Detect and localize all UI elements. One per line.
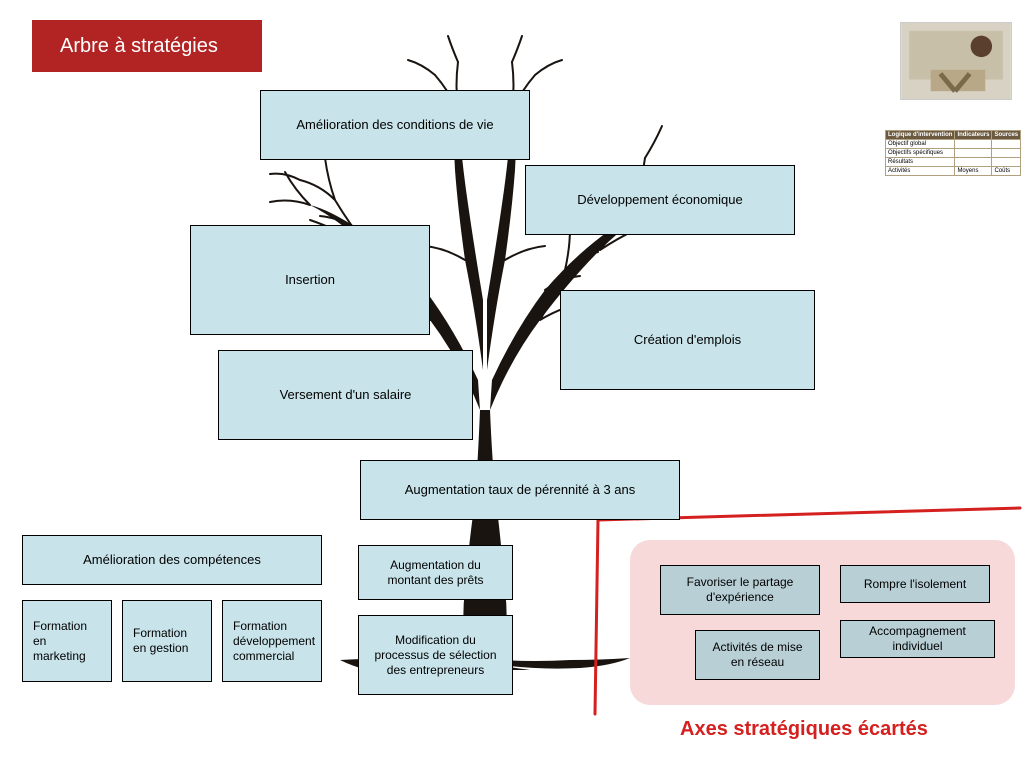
thumbnail-photo (900, 22, 1012, 100)
box-aug-montant: Augmentation du montant des prêts (358, 545, 513, 600)
box-modif-processus: Modification du processus de sélection d… (358, 615, 513, 695)
box-versement-salaire: Versement d'un salaire (218, 350, 473, 440)
box-label: Formation développement commercial (233, 619, 315, 664)
box-augmentation-taux: Augmentation taux de pérennité à 3 ans (360, 460, 680, 520)
box-label: Développement économique (577, 192, 743, 208)
box-favoriser-partage: Favoriser le partage d'expérience (660, 565, 820, 615)
box-creation-emplois: Création d'emplois (560, 290, 815, 390)
box-formation-gest: Formation en gestion (122, 600, 212, 682)
page-title: Arbre à stratégies (32, 20, 262, 72)
box-insertion: Insertion (190, 225, 430, 335)
box-accomp-indiv: Accompagnement individuel (840, 620, 995, 658)
box-label: Formation en marketing (33, 619, 101, 664)
box-label: Versement d'un salaire (280, 387, 412, 403)
box-label: Favoriser le partage d'expérience (671, 575, 809, 605)
box-activites-reseau: Activités de mise en réseau (695, 630, 820, 680)
box-label: Amélioration des conditions de vie (296, 117, 493, 133)
box-label: Amélioration des compétences (83, 552, 261, 568)
box-label: Augmentation taux de pérennité à 3 ans (405, 482, 636, 498)
box-label: Rompre l'isolement (864, 577, 966, 592)
box-formation-dev: Formation développement commercial (222, 600, 322, 682)
box-rompre-isolement: Rompre l'isolement (840, 565, 990, 603)
box-label: Accompagnement individuel (851, 624, 984, 654)
box-dev-economique: Développement économique (525, 165, 795, 235)
excluded-label: Axes stratégiques écartés (680, 718, 928, 741)
box-formation-mkt: Formation en marketing (22, 600, 112, 682)
box-label: Activités de mise en réseau (706, 640, 809, 670)
box-label: Modification du processus de sélection d… (369, 633, 502, 678)
box-amelioration-vie: Amélioration des conditions de vie (260, 90, 530, 160)
box-label: Création d'emplois (634, 332, 741, 348)
page-title-text: Arbre à stratégies (60, 35, 218, 58)
box-label: Insertion (285, 272, 335, 288)
thumbnail-table: Logique d'interventionIndicateursSources… (885, 130, 1021, 176)
excluded-label-text: Axes stratégiques écartés (680, 718, 928, 740)
box-amelioration-comp: Amélioration des compétences (22, 535, 322, 585)
box-label: Augmentation du montant des prêts (369, 558, 502, 588)
box-label: Formation en gestion (133, 626, 201, 656)
